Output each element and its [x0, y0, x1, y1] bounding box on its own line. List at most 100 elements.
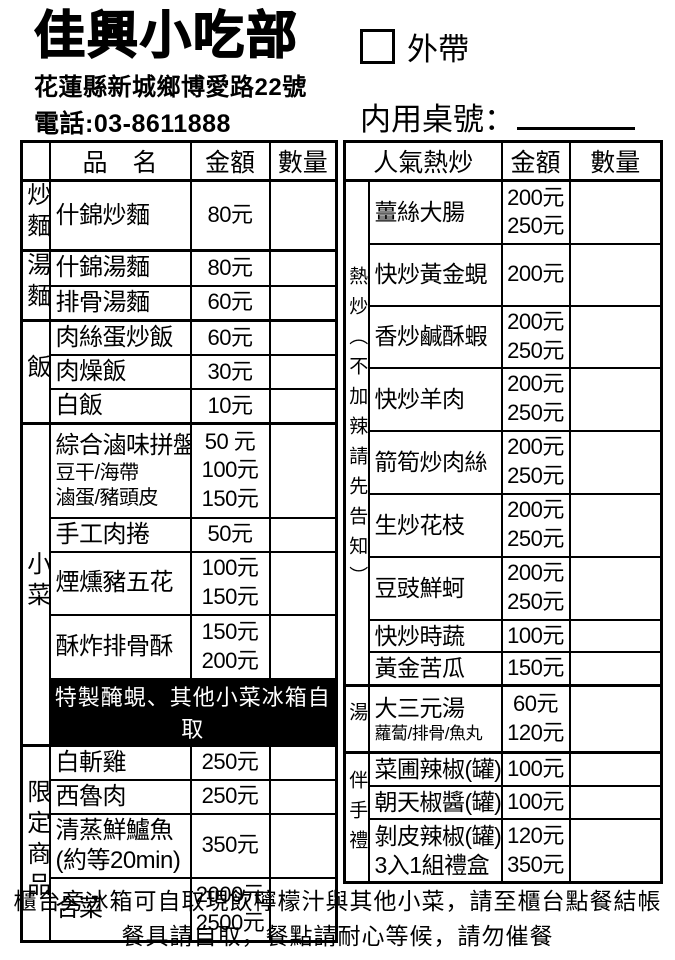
notice-row: 特製醃蜆、其他小菜冰箱自取: [22, 677, 338, 746]
item-name: 什錦炒麵: [48, 179, 192, 252]
group-label: 限定商品: [20, 743, 51, 943]
restaurant-header: 佳興小吃部 花蓮縣新城鄉博愛路22號 電話:03-8611888: [33, 7, 307, 140]
menu-table-right: 人氣熱炒 金額 數量 熱炒（不加辣請先告知） 薑絲大腸 200元 250元 快炒黃金蜆 200元…: [343, 140, 664, 885]
item-name: 清蒸鮮鱸魚 (約等20min): [48, 812, 192, 879]
item-qty-cell[interactable]: [568, 817, 663, 884]
item-price: 120元 350元: [500, 817, 571, 884]
item-qty-cell[interactable]: [568, 242, 663, 307]
footer-note-2: 餐具請自取，餐點請耐心等候，請勿催餐: [121, 923, 554, 949]
item-qty-cell[interactable]: [268, 422, 338, 519]
restaurant-address: 花蓮縣新城鄉博愛路22號: [34, 74, 307, 102]
item-qty-cell[interactable]: [568, 750, 663, 787]
menu-item-row: 快炒羊肉 200元 250元: [345, 366, 663, 432]
item-price: 150元: [500, 651, 571, 687]
item-name: 大三元湯 蘿蔔/排骨/魚丸: [367, 684, 503, 754]
restaurant-name: 佳興小吃部: [33, 7, 300, 65]
item-qty-cell[interactable]: [268, 876, 338, 943]
col-header-price: 金額: [189, 140, 271, 182]
item-price: 80元: [189, 179, 271, 252]
menu-item-row: 箭筍炒肉絲 200元 250元: [345, 429, 663, 495]
menu-item-row: 炒麵 什錦炒麵 80元: [20, 179, 338, 252]
group-label-text: 熱炒（不加辣請先告知）: [346, 265, 368, 596]
item-price: 100元: [500, 750, 571, 787]
item-qty-cell[interactable]: [268, 388, 338, 425]
col-header-qty: 數量: [268, 140, 338, 182]
menu-item-row: 快炒時蔬 100元: [345, 618, 663, 654]
item-price: 80元: [189, 249, 271, 287]
item-name: 黃金苦瓜: [367, 651, 503, 687]
menu-item-row: 剝皮辣椒(罐) 3入1組禮盒 120元 350元: [345, 817, 663, 884]
item-price: 50 元 100元 150元: [189, 422, 271, 519]
item-name: 菜圃辣椒(罐): [367, 750, 503, 787]
item-qty-cell[interactable]: [568, 429, 663, 495]
item-qty-cell[interactable]: [568, 366, 663, 432]
order-type-block: 外帶 内用桌號：: [360, 24, 660, 139]
item-price: 200元 250元: [500, 304, 571, 369]
item-qty-cell[interactable]: [268, 354, 338, 390]
item-qty-cell[interactable]: [268, 613, 338, 680]
item-qty-cell[interactable]: [268, 284, 338, 322]
item-name: 酥炸排骨酥: [48, 613, 192, 680]
item-name: 手工肉捲: [48, 516, 192, 553]
item-name: 香炒鹹酥蝦: [367, 304, 503, 369]
item-qty-cell[interactable]: [568, 555, 663, 621]
item-name: 肉絲蛋炒飯: [48, 319, 192, 356]
item-price: 30元: [189, 354, 271, 390]
group-label-text: 炒麵: [22, 182, 50, 245]
item-price: 50元: [189, 516, 271, 553]
menu-item-row: 香炒鹹酥蝦 200元 250元: [345, 304, 663, 369]
item-price: 60元: [189, 284, 271, 322]
item-name: 生炒花枝: [367, 492, 503, 558]
item-qty-cell[interactable]: [268, 550, 338, 616]
group-label: 炒麵: [20, 179, 51, 252]
item-name: 西魯肉: [48, 778, 192, 815]
item-qty-cell[interactable]: [568, 651, 663, 687]
item-name: 箭筍炒肉絲: [367, 429, 503, 495]
item-price: 100元: [500, 618, 571, 654]
menu-item-row: 黃金苦瓜 150元: [345, 651, 663, 687]
item-price: 100元: [500, 784, 571, 820]
group-label: 湯: [343, 684, 370, 754]
menu-item-row: 手工肉捲 50元: [22, 516, 338, 553]
item-name: 朝天椒醬(罐): [367, 784, 503, 820]
menu-item-row: 清蒸鮮鱸魚 (約等20min) 350元: [22, 812, 338, 879]
item-name: 快炒羊肉: [367, 366, 503, 432]
item-qty-cell[interactable]: [568, 304, 663, 369]
item-qty-cell[interactable]: [568, 784, 663, 820]
col-header-qty: 數量: [568, 140, 663, 182]
menu-item-row: 伴手禮 菜圃辣椒(罐) 100元: [343, 750, 663, 884]
item-name: 白飯: [48, 388, 192, 425]
menu-item-row: 限定商品 白斬雞 250元: [20, 743, 338, 943]
takeout-label: 外帶: [407, 32, 469, 67]
item-qty-cell[interactable]: [268, 812, 338, 879]
column-header-row: 品 名金額 數量: [20, 140, 338, 182]
item-qty-cell[interactable]: [568, 492, 663, 558]
item-qty-cell[interactable]: [268, 743, 338, 781]
item-price: 150元 200元: [189, 613, 271, 680]
item-qty-cell[interactable]: [568, 618, 663, 654]
item-qty-cell[interactable]: [268, 179, 338, 252]
group-label: 飯: [20, 319, 51, 425]
item-name: 快炒黃金蜆: [367, 242, 503, 307]
footer-note-1: 櫃台旁冰箱可自取現飲檸檬汁與其他小菜，請至櫃台點餐結帳: [13, 888, 662, 914]
menu-item-row: 快炒黃金蜆 200元: [345, 242, 663, 307]
restaurant-phone: 電話:03-8611888: [34, 110, 231, 139]
group-col-header: [20, 140, 51, 182]
table-number-blank[interactable]: [517, 103, 635, 130]
item-qty-cell[interactable]: [268, 516, 338, 553]
menu-item-row: 合菜 2000元 2500元: [22, 876, 338, 943]
menu-item-row: 白飯 10元: [22, 388, 338, 425]
item-qty-cell[interactable]: [568, 684, 663, 754]
item-qty-cell[interactable]: [268, 778, 338, 815]
menu-item-row: 熱炒（不加辣請先告知） 薑絲大腸 200元 250元: [343, 179, 663, 687]
item-qty-cell[interactable]: [268, 249, 338, 287]
item-price: 200元 250元: [500, 429, 571, 495]
menu-table-left: 品 名金額 數量 炒麵 什錦炒麵 80元 湯麵 什錦湯麵 80元 排骨湯麵 60元飯肉絲蛋炒飯 60…: [20, 140, 338, 943]
menu-item-row: 湯大三元湯 蘿蔔/排骨/魚丸 60元 120元: [343, 684, 663, 754]
item-qty-cell[interactable]: [568, 179, 663, 245]
takeout-checkbox[interactable]: [360, 29, 395, 64]
item-price: 250元: [189, 778, 271, 815]
group-label-text: 飯: [22, 354, 50, 385]
item-qty-cell[interactable]: [268, 319, 338, 356]
takeout-row: 外帶: [360, 24, 660, 69]
